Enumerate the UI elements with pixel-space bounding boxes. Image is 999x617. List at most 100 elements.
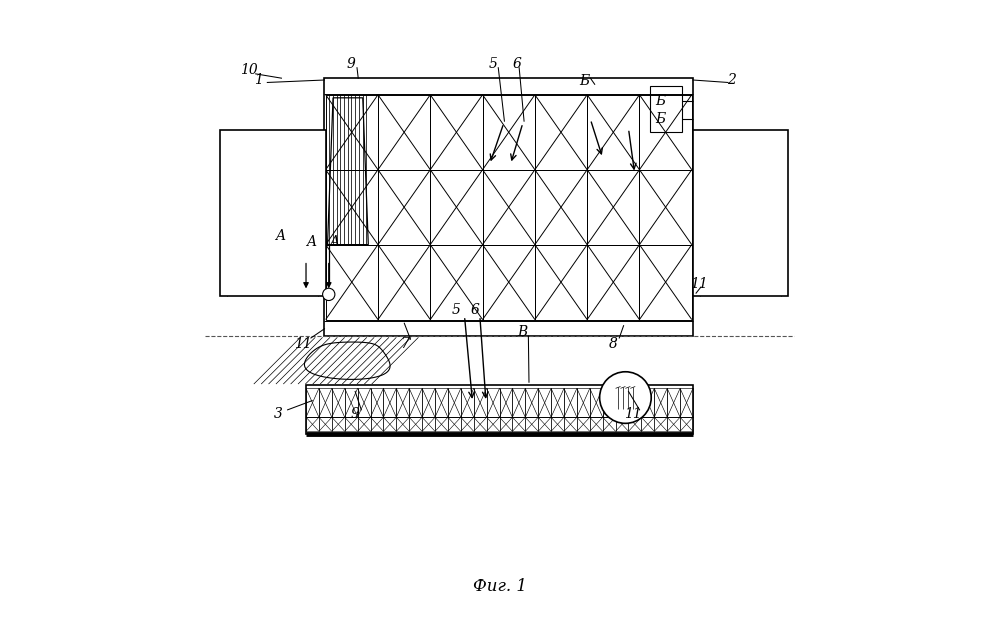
Bar — [483, 244, 534, 320]
Bar — [500, 417, 512, 431]
Text: 2: 2 — [727, 73, 736, 87]
Bar — [602, 417, 615, 431]
Bar — [512, 388, 525, 417]
Bar — [564, 417, 576, 431]
Bar — [534, 244, 587, 320]
Text: Б: Б — [579, 74, 589, 88]
Bar — [538, 388, 551, 417]
Bar — [378, 95, 431, 170]
Text: В: В — [517, 325, 527, 339]
Bar — [589, 417, 602, 431]
Bar — [650, 86, 682, 131]
Bar — [435, 388, 448, 417]
Bar — [483, 95, 534, 170]
Bar — [587, 95, 639, 170]
Bar — [667, 388, 680, 417]
Bar — [512, 417, 525, 431]
Bar — [534, 170, 587, 244]
Bar — [378, 244, 431, 320]
Bar — [641, 388, 654, 417]
Bar — [551, 388, 564, 417]
Bar — [639, 95, 691, 170]
Text: A: A — [275, 229, 285, 243]
Bar — [431, 244, 483, 320]
Text: 11: 11 — [294, 336, 312, 350]
Bar — [667, 417, 680, 431]
Bar — [576, 388, 589, 417]
Bar — [319, 388, 332, 417]
Bar — [384, 388, 397, 417]
Bar — [551, 417, 564, 431]
Text: 1: 1 — [255, 73, 263, 87]
Bar — [587, 244, 639, 320]
Text: 10: 10 — [240, 63, 258, 77]
Text: 9: 9 — [351, 407, 360, 421]
Text: 8: 8 — [608, 336, 617, 350]
Polygon shape — [305, 342, 390, 379]
Bar — [306, 385, 693, 434]
Bar — [628, 417, 641, 431]
Circle shape — [599, 372, 651, 423]
Bar — [326, 244, 378, 320]
Bar — [589, 388, 602, 417]
Bar — [615, 388, 628, 417]
Bar — [306, 388, 319, 417]
Bar — [410, 388, 423, 417]
Bar — [641, 417, 654, 431]
Bar — [431, 170, 483, 244]
Bar — [654, 388, 667, 417]
Bar — [525, 417, 538, 431]
Bar — [615, 417, 628, 431]
Bar — [345, 417, 358, 431]
Bar — [220, 130, 326, 296]
Bar — [587, 170, 639, 244]
Bar — [461, 388, 474, 417]
Bar — [397, 417, 410, 431]
Bar — [474, 417, 487, 431]
Bar — [602, 388, 615, 417]
Bar — [306, 417, 319, 431]
Text: 5: 5 — [453, 303, 461, 317]
Bar — [534, 95, 587, 170]
Bar — [500, 388, 512, 417]
Text: A: A — [307, 235, 317, 249]
Text: 7: 7 — [400, 336, 409, 350]
Bar — [693, 130, 788, 296]
Circle shape — [323, 288, 335, 300]
Bar — [371, 388, 384, 417]
Bar — [474, 388, 487, 417]
Text: 6: 6 — [471, 303, 480, 317]
Bar — [371, 417, 384, 431]
Text: 11: 11 — [690, 277, 708, 291]
Text: Фиг. 1: Фиг. 1 — [473, 578, 526, 595]
Bar — [628, 388, 641, 417]
Bar — [680, 388, 693, 417]
Text: A: A — [330, 235, 340, 249]
Bar — [487, 388, 500, 417]
Bar — [384, 417, 397, 431]
Bar — [326, 170, 378, 244]
Bar — [525, 388, 538, 417]
Text: Б: Б — [655, 112, 665, 126]
Text: 6: 6 — [512, 57, 521, 71]
Bar — [358, 388, 371, 417]
Bar — [325, 78, 693, 336]
Bar — [448, 417, 461, 431]
Bar — [639, 170, 691, 244]
Bar — [410, 417, 423, 431]
Bar — [654, 417, 667, 431]
Bar — [564, 388, 576, 417]
Text: 9: 9 — [347, 57, 356, 71]
Bar — [448, 388, 461, 417]
Bar — [423, 388, 435, 417]
Bar — [680, 417, 693, 431]
Bar — [576, 417, 589, 431]
Bar — [332, 388, 345, 417]
Bar — [319, 417, 332, 431]
Bar — [326, 95, 378, 170]
Bar — [423, 417, 435, 431]
Bar — [332, 417, 345, 431]
Bar — [461, 417, 474, 431]
Bar — [435, 417, 448, 431]
Text: 5: 5 — [489, 57, 498, 71]
